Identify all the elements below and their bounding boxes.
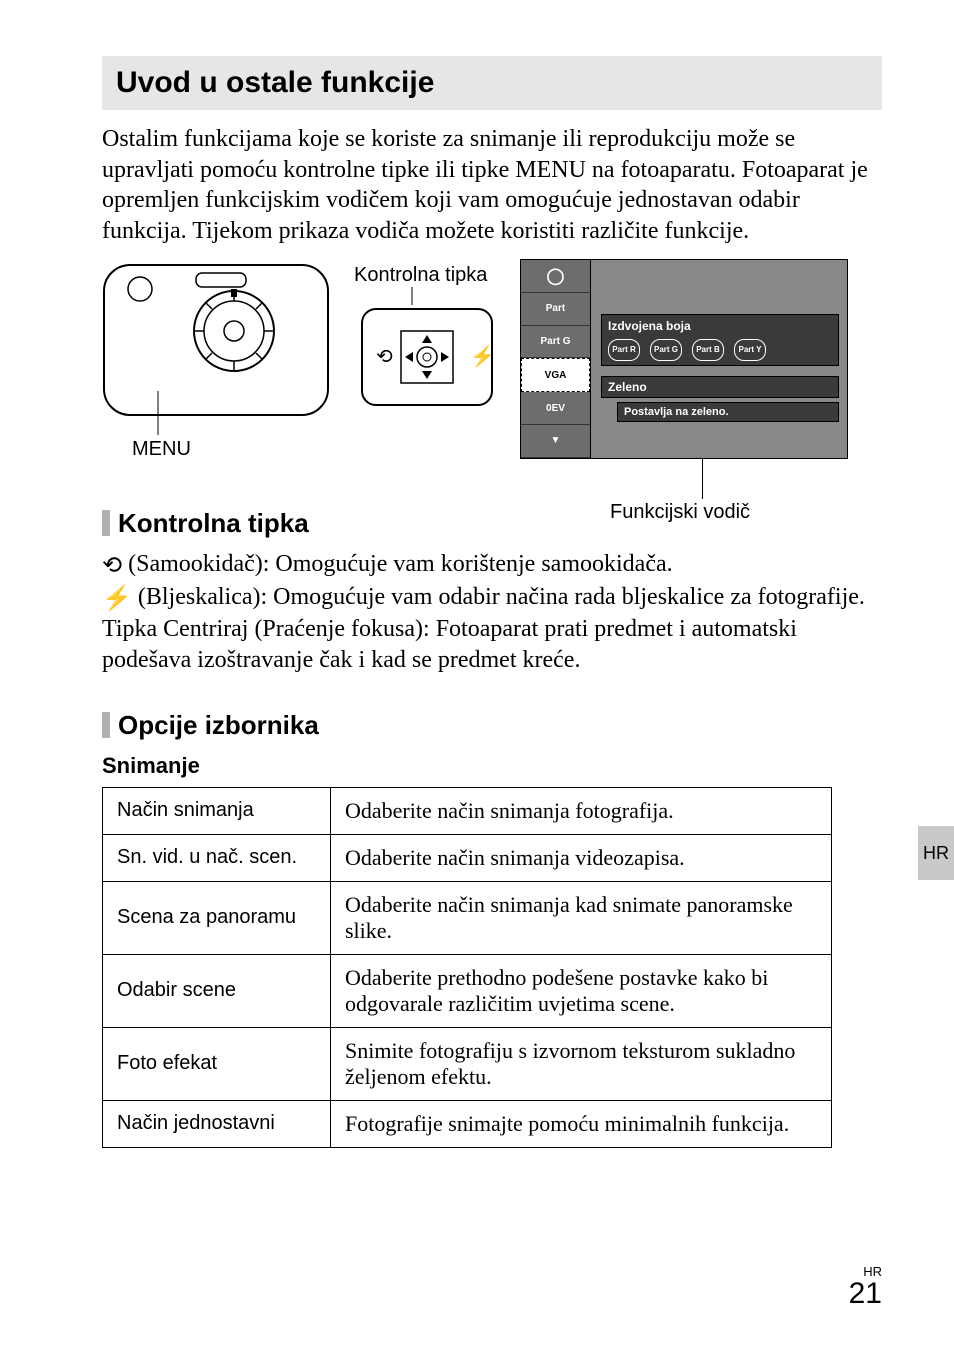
option-r: Part R — [608, 339, 640, 361]
side-icon-4: 0EV — [521, 392, 590, 425]
menu-item-desc: Odaberite način snimanja fotografija. — [331, 787, 832, 834]
panel-title-text: Izdvojena boja — [608, 319, 832, 333]
svg-text:⟲: ⟲ — [376, 346, 393, 368]
section-control-key-text: Kontrolna tipka — [118, 508, 309, 539]
subsection-shooting: Snimanje — [102, 753, 882, 779]
manual-page: Uvod u ostale funkcije Ostalim funkcijam… — [0, 0, 954, 1345]
camera-diagram: Kontrolna tipka — [102, 259, 494, 474]
screen-diagram: ◯ Part Part G VGA 0EV ▼ Izdvojena boja P… — [520, 259, 850, 459]
table-row: Scena za panoramuOdaberite način snimanj… — [103, 881, 832, 954]
panel-options: Part R Part G Part B Part Y — [608, 339, 832, 361]
flash-icon: ⚡ — [102, 584, 132, 615]
self-timer-line: (Samookidač): Omogućuje vam korištenje s… — [122, 551, 673, 577]
section-menu-options: Opcije izbornika — [102, 710, 882, 741]
side-icon-3: VGA — [521, 358, 590, 392]
function-guide-label: Funkcijski vodič — [610, 501, 750, 524]
svg-text:⚡: ⚡ — [470, 344, 494, 368]
menu-item-desc: Odaberite način snimanja videozapisa. — [331, 834, 832, 881]
intro-paragraph: Ostalim funkcijama koje se koriste za sn… — [102, 124, 882, 247]
menu-item-name: Sn. vid. u nač. scen. — [103, 834, 331, 881]
side-icon-5: ▼ — [521, 425, 590, 458]
menu-item-name: Foto efekat — [103, 1027, 331, 1100]
side-icon-1: Part — [521, 293, 590, 326]
table-row: Sn. vid. u nač. scen.Odaberite način sni… — [103, 834, 832, 881]
menu-button-label: MENU — [132, 438, 191, 460]
option-g: Part G — [650, 339, 682, 361]
figure-row: Kontrolna tipka — [102, 259, 882, 474]
page-title: Uvod u ostale funkcije — [102, 56, 882, 110]
guide-panel-value: Zeleno — [601, 376, 839, 398]
section-control-key: Kontrolna tipka — [102, 508, 882, 539]
screen-side-icons: ◯ Part Part G VGA 0EV ▼ — [521, 260, 591, 458]
side-icon-0: ◯ — [521, 260, 590, 293]
menu-item-desc: Snimite fotografiju s izvornom teksturom… — [331, 1027, 832, 1100]
self-timer-icon: ⟲ — [102, 551, 122, 582]
guide-panel-desc: Postavlja na zeleno. — [617, 402, 839, 422]
menu-item-name: Način jednostavni — [103, 1100, 331, 1147]
option-y: Part Y — [734, 339, 766, 361]
page-footer: HR 21 — [849, 1264, 882, 1309]
flash-line: (Bljeskalica): Omogućuje vam odabir nači… — [132, 584, 865, 610]
center-button-line: Tipka Centriraj (Praćenje fokusa): Fotoa… — [102, 616, 797, 673]
control-key-paragraph: ⟲ (Samookidač): Omogućuje vam korištenje… — [102, 549, 882, 676]
option-b: Part B — [692, 339, 724, 361]
footer-page-number: 21 — [849, 1277, 882, 1310]
table-row: Način jednostavniFotografije snimajte po… — [103, 1100, 832, 1147]
section-menu-options-text: Opcije izbornika — [118, 710, 319, 741]
menu-item-desc: Fotografije snimajte pomoću minimalnih f… — [331, 1100, 832, 1147]
lcd-screen: ◯ Part Part G VGA 0EV ▼ Izdvojena boja P… — [520, 259, 848, 459]
menu-item-name: Odabir scene — [103, 954, 331, 1027]
language-tab: HR — [918, 826, 954, 880]
menu-item-desc: Odaberite način snimanja kad snimate pan… — [331, 881, 832, 954]
menu-item-name: Scena za panoramu — [103, 881, 331, 954]
menu-item-name: Način snimanja — [103, 787, 331, 834]
menu-options-table: Način snimanjaOdaberite način snimanja f… — [102, 787, 832, 1148]
control-key-label: Kontrolna tipka — [354, 264, 488, 286]
table-row: Način snimanjaOdaberite način snimanja f… — [103, 787, 832, 834]
table-row: Foto efekatSnimite fotografiju s izvorno… — [103, 1027, 832, 1100]
guide-panel-title: Izdvojena boja Part R Part G Part B Part… — [601, 314, 839, 366]
guide-leader-line — [702, 459, 703, 499]
menu-item-desc: Odaberite prethodno podešene postavke ka… — [331, 954, 832, 1027]
side-icon-2: Part G — [521, 326, 590, 359]
table-row: Odabir sceneOdaberite prethodno podešene… — [103, 954, 832, 1027]
